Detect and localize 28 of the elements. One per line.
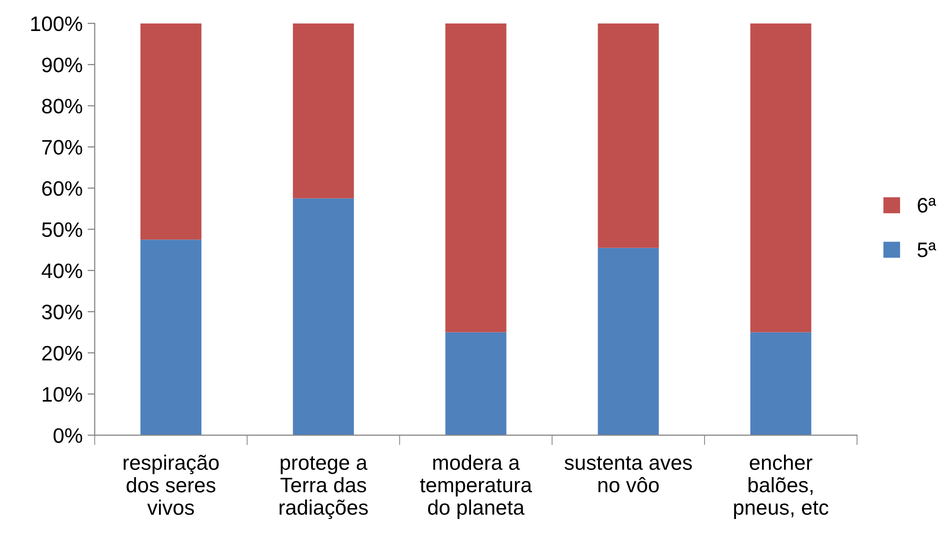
x-tick-label: protege a Terra das radiações	[280, 456, 368, 520]
bar	[292, 23, 354, 198]
y-tick-label: 30%	[42, 304, 82, 320]
bar	[598, 23, 659, 248]
x-tick-label: sustenta aves no vôo	[564, 456, 692, 492]
bar	[750, 23, 812, 332]
y-tick-label: 90%	[42, 58, 82, 72]
bar	[445, 332, 506, 436]
x-tick-label: modera a temperatura do planeta	[420, 454, 532, 519]
bar	[292, 198, 354, 436]
legend-label: 5ª	[918, 242, 936, 258]
y-tick-label: 80%	[42, 98, 82, 114]
y-tick-label: 60%	[42, 181, 82, 196]
legend-label: 6ª	[918, 198, 936, 213]
y-tick-label: 40%	[42, 263, 82, 278]
bar	[140, 240, 202, 436]
x-tick-label: encher balões, pneus, etc	[734, 454, 828, 519]
bar	[140, 23, 202, 240]
bar	[598, 248, 659, 436]
y-tick-label: 50%	[42, 222, 82, 238]
bar	[750, 332, 812, 436]
x-tick-label: respiração dos seres vivos	[124, 454, 219, 515]
y-tick-label: 100%	[31, 16, 82, 32]
y-tick-label: 70%	[42, 140, 82, 155]
y-tick-label: 0%	[54, 428, 82, 443]
bar	[445, 23, 506, 332]
y-tick-label: 20%	[42, 346, 82, 361]
y-tick-label: 10%	[42, 387, 82, 402]
